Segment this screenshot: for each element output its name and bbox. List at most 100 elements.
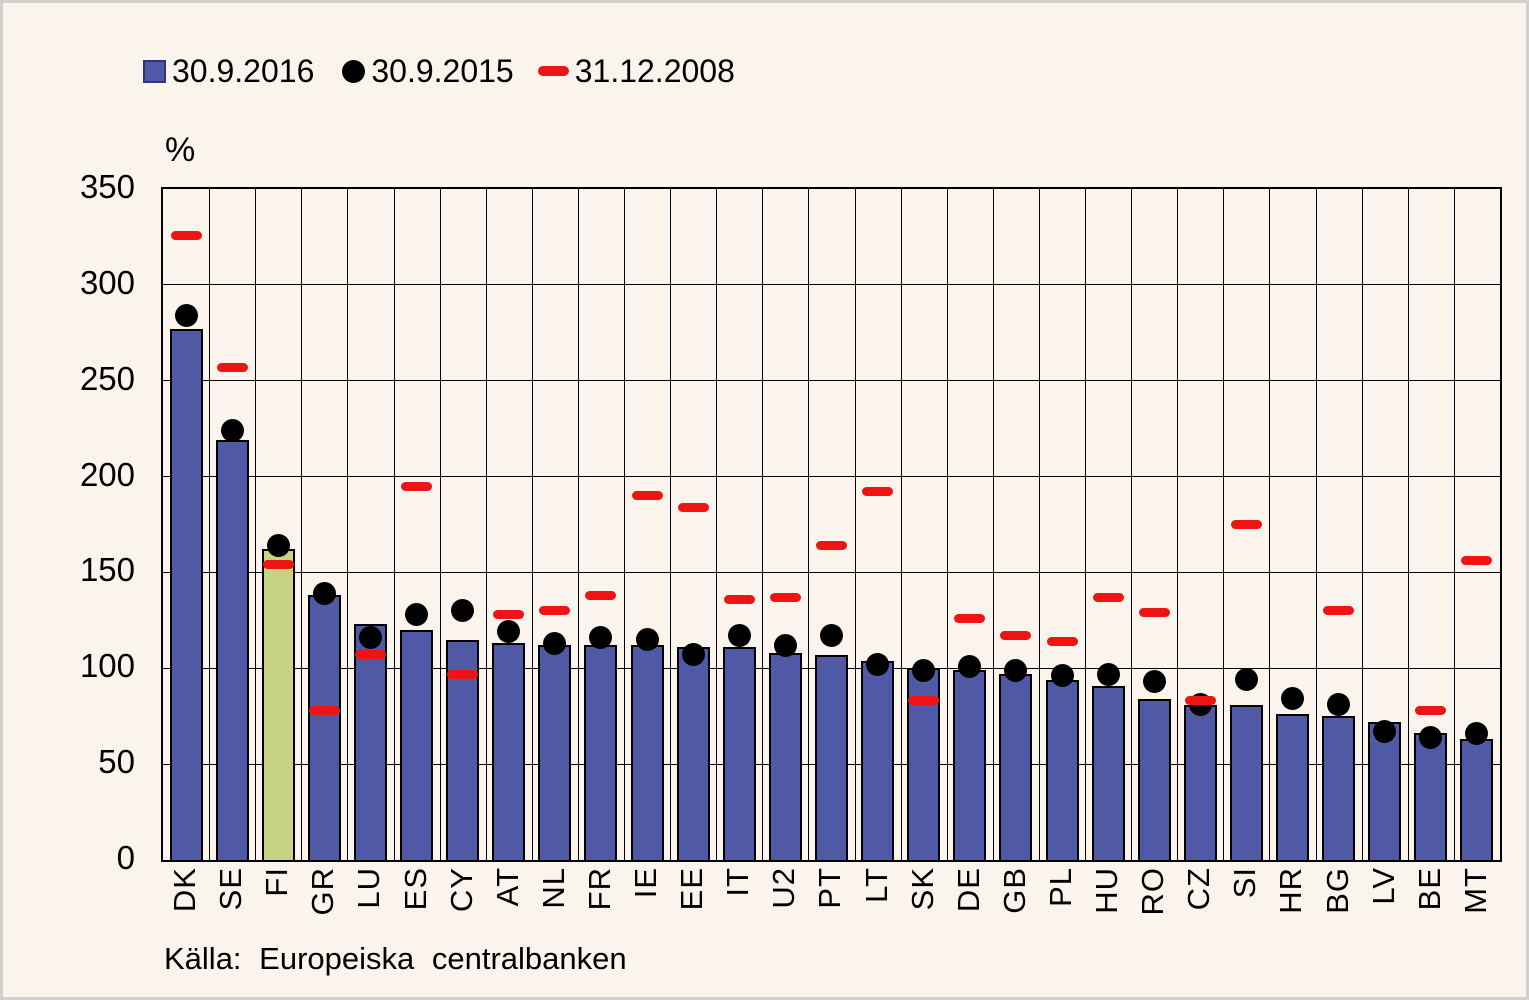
dot-LV — [1373, 720, 1396, 743]
x-label-cell-U2: U2 — [760, 867, 806, 947]
column-divider — [485, 189, 487, 860]
x-label-cell-LT: LT — [853, 867, 899, 947]
bar-LT — [861, 661, 894, 860]
dot-LU — [359, 626, 382, 649]
dot-SI — [1235, 668, 1258, 691]
legend-label-2016: 30.9.2016 — [172, 52, 315, 89]
x-label-SE: SE — [212, 867, 248, 911]
x-label-HR: HR — [1272, 867, 1308, 914]
dash-HU — [1093, 593, 1124, 602]
x-label-cell-HU: HU — [1083, 867, 1129, 947]
column-divider — [1407, 189, 1409, 860]
bar-EE — [677, 647, 710, 860]
x-label-GR: GR — [304, 867, 340, 916]
legend-circle-marker-icon — [342, 59, 366, 83]
y-tick-label-100: 100 — [79, 647, 135, 684]
legend-label-2015: 30.9.2015 — [371, 52, 514, 89]
x-label-MT: MT — [1457, 867, 1493, 914]
dot-LT — [866, 653, 889, 676]
column-divider — [439, 189, 441, 860]
column-divider — [854, 189, 856, 860]
bar-PT — [815, 655, 848, 860]
dash-FR — [585, 591, 616, 600]
x-label-cell-CZ: CZ — [1175, 867, 1221, 947]
x-label-cell-SI: SI — [1221, 867, 1267, 947]
dot-DK — [175, 304, 198, 327]
bar-AT — [492, 643, 525, 860]
bar-HR — [1276, 714, 1309, 860]
bar-MT — [1460, 739, 1493, 860]
dot-CY — [451, 599, 474, 622]
dash-CY — [447, 670, 478, 679]
x-label-cell-LU: LU — [345, 867, 391, 947]
x-label-cell-BE: BE — [1406, 867, 1452, 947]
x-label-cell-ES: ES — [392, 867, 438, 947]
column-divider — [300, 189, 302, 860]
legend-dash-marker-icon — [537, 66, 569, 76]
column-divider — [346, 189, 348, 860]
dot-U2 — [774, 634, 797, 657]
bar-CZ — [1184, 705, 1217, 860]
bar-ES — [400, 630, 433, 860]
dot-HU — [1097, 663, 1120, 686]
x-label-BG: BG — [1319, 867, 1355, 914]
bar-BE — [1414, 733, 1447, 860]
bar-SI — [1230, 705, 1263, 860]
dash-IT — [724, 595, 755, 604]
dash-ES — [401, 482, 432, 491]
bar-GB — [999, 674, 1032, 860]
x-label-GB: GB — [996, 867, 1032, 914]
column-divider — [1130, 189, 1132, 860]
dot-IT — [728, 624, 751, 647]
x-label-cell-MT: MT — [1452, 867, 1498, 947]
dash-MT — [1461, 556, 1492, 565]
x-label-CZ: CZ — [1180, 867, 1216, 911]
bar-IT — [723, 647, 756, 860]
dot-FR — [589, 626, 612, 649]
dot-GB — [1004, 659, 1027, 682]
x-label-HU: HU — [1088, 867, 1124, 914]
dash-GB — [1000, 631, 1031, 640]
x-label-cell-FI: FI — [253, 867, 299, 947]
bar-LV — [1368, 722, 1401, 860]
dash-SK — [908, 696, 939, 705]
column-divider — [807, 189, 809, 860]
gridline-200 — [163, 476, 1500, 478]
column-divider — [946, 189, 948, 860]
column-divider — [992, 189, 994, 860]
dash-BG — [1323, 606, 1354, 615]
x-label-cell-GR: GR — [299, 867, 345, 947]
x-label-cell-DE: DE — [945, 867, 991, 947]
dash-EE — [678, 503, 709, 512]
legend-label-2008: 31.12.2008 — [574, 52, 735, 89]
bar-RO — [1138, 699, 1171, 860]
column-divider — [1268, 189, 1270, 860]
column-divider — [623, 189, 625, 860]
x-label-FI: FI — [258, 867, 294, 897]
x-label-LV: LV — [1365, 867, 1401, 905]
dot-GR — [313, 582, 336, 605]
dash-PT — [816, 541, 847, 550]
x-label-cell-PT: PT — [806, 867, 852, 947]
x-label-ES: ES — [397, 867, 433, 911]
column-divider — [393, 189, 395, 860]
dot-AT — [497, 620, 520, 643]
x-label-BE: BE — [1411, 867, 1447, 911]
x-label-NL: NL — [535, 867, 571, 909]
dot-SK — [912, 659, 935, 682]
y-tick-label-250: 250 — [79, 360, 135, 397]
dash-FI — [263, 560, 294, 569]
x-label-cell-PL: PL — [1037, 867, 1083, 947]
x-label-U2: U2 — [765, 867, 801, 909]
bar-PL — [1046, 680, 1079, 860]
bar-IE — [631, 645, 664, 860]
dot-DE — [958, 655, 981, 678]
dash-SI — [1231, 520, 1262, 529]
x-label-AT: AT — [489, 867, 525, 907]
x-label-cell-AT: AT — [484, 867, 530, 947]
dash-DE — [954, 614, 985, 623]
dash-CZ — [1185, 696, 1216, 705]
x-label-cell-IE: IE — [622, 867, 668, 947]
y-tick-label-350: 350 — [79, 168, 135, 205]
x-label-cell-CY: CY — [438, 867, 484, 947]
